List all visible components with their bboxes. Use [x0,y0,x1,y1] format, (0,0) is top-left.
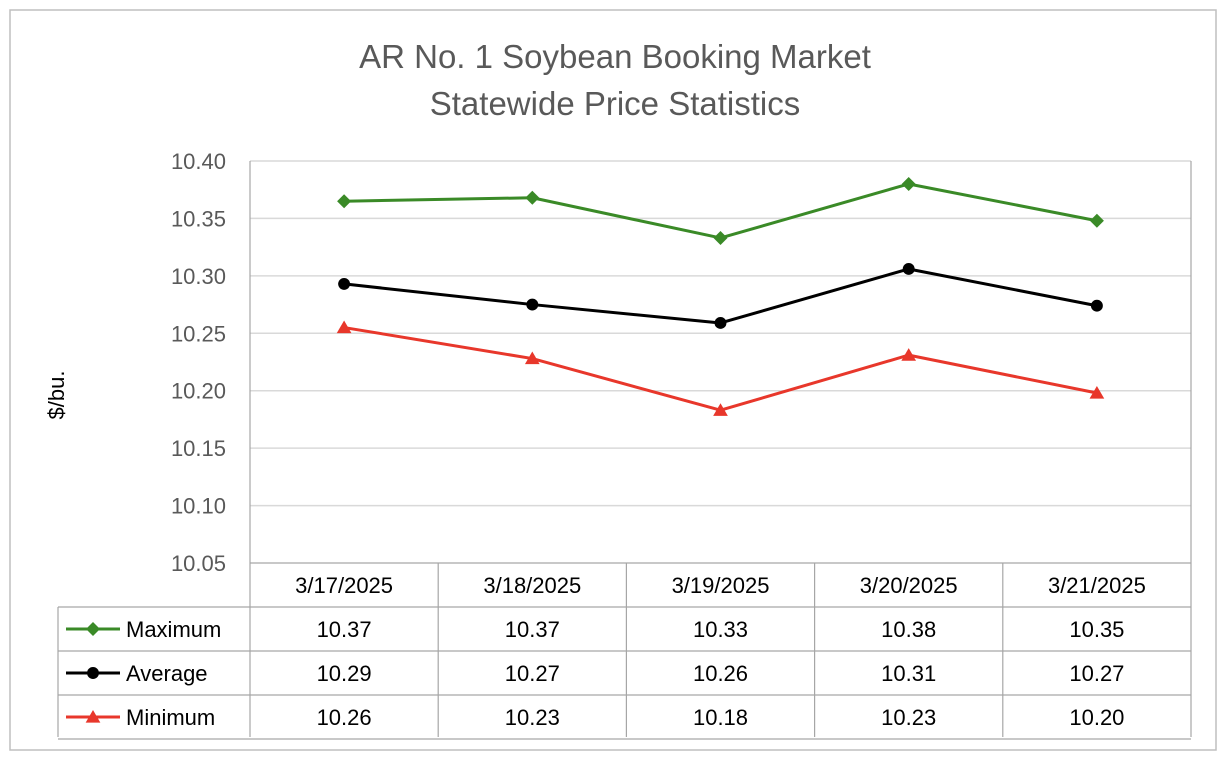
table-value-minimum: 10.23 [505,705,560,730]
legend-label-maximum: Maximum [126,617,221,642]
table-value-minimum: 10.23 [881,705,936,730]
data-point-maximum [901,176,916,191]
x-tick-label: 3/17/2025 [295,573,393,598]
table-value-average: 10.27 [1069,661,1124,686]
y-tick-label: 10.40 [171,149,226,174]
data-point-average [714,316,727,329]
table-value-minimum: 10.18 [693,705,748,730]
data-point-maximum [713,230,728,245]
x-tick-label: 3/20/2025 [860,573,958,598]
x-tick-label: 3/21/2025 [1048,573,1146,598]
legend-label-minimum: Minimum [126,705,215,730]
table-value-maximum: 10.35 [1069,617,1124,642]
data-point-average [1090,299,1103,312]
table-value-average: 10.31 [881,661,936,686]
legend-label-average: Average [126,661,208,686]
y-tick-label: 10.10 [171,494,226,519]
data-point-minimum [336,320,352,334]
table-value-average: 10.26 [693,661,748,686]
y-tick-label: 10.05 [171,551,226,576]
y-axis-label: $/bu. [44,371,69,420]
chart-title: AR No. 1 Soybean Booking Market [359,38,871,75]
data-table: 3/17/2025 3/18/2025 3/19/2025 3/20/2025 3/21… [57,161,1192,740]
table-value-maximum: 10.38 [881,617,936,642]
data-point-minimum [901,348,917,361]
data-point-minimum [1089,386,1105,399]
y-tick-labels: 10.40 10.35 10.30 10.25 10.20 10.15 10.10 10.05 [171,149,226,576]
x-tick-label: 3/19/2025 [672,573,770,598]
y-tick-label: 10.35 [171,206,226,231]
data-point-average [338,277,351,290]
table-value-maximum: 10.37 [317,617,372,642]
data-point-average [902,263,915,275]
table-value-maximum: 10.33 [693,617,748,642]
legend-marker-average [87,667,99,679]
table-value-average: 10.29 [317,661,372,686]
legend-marker-minimum [85,710,101,723]
chart-subtitle: Statewide Price Statistics [430,85,800,122]
data-point-average [526,298,539,311]
table-value-minimum: 10.20 [1069,705,1124,730]
table-value-maximum: 10.37 [505,617,560,642]
y-tick-label: 10.25 [171,321,226,346]
y-tick-label: 10.15 [171,436,226,461]
table-value-average: 10.27 [505,661,560,686]
table-value-minimum: 10.26 [317,705,372,730]
legend-marker-maximum [86,622,100,636]
data-point-maximum [1089,213,1104,228]
data-point-minimum [713,403,728,416]
data-point-minimum [524,351,540,365]
y-tick-label: 10.20 [171,379,226,404]
data-point-maximum [337,194,352,209]
y-tick-label: 10.30 [171,264,226,289]
x-tick-label: 3/18/2025 [483,573,581,598]
data-point-maximum [525,190,540,205]
gridlines [250,160,1191,507]
series-lines [336,176,1105,416]
